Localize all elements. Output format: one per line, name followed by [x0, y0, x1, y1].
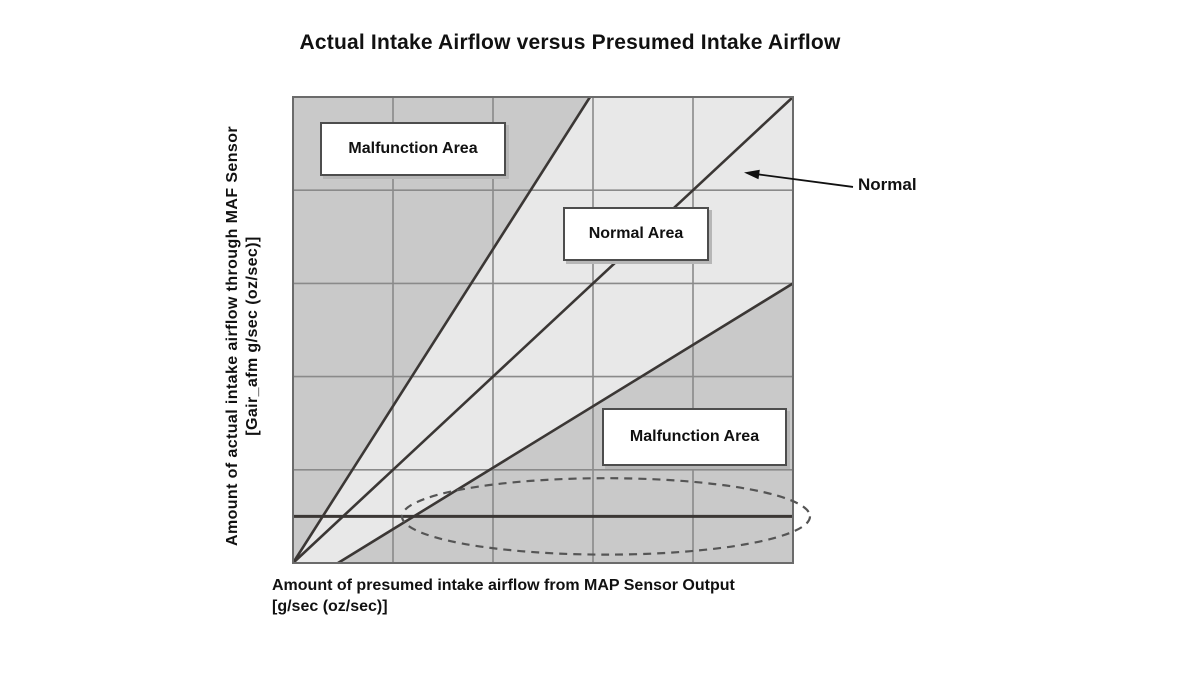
- normal-area-label: Normal Area: [588, 225, 684, 242]
- x-axis-label: Amount of presumed intake airflow from M…: [272, 575, 735, 617]
- lower-malfunction-boundary-line: [337, 282, 794, 565]
- normal-callout-arrowhead-icon: [744, 169, 760, 180]
- malfunction-area-bottom-label: Malfunction Area: [629, 428, 760, 445]
- normal-callout-arrow-line: [756, 173, 854, 188]
- y-axis-label-line1: Amount of actual intake airflow through …: [224, 125, 241, 547]
- x-axis-label-line2: [g/sec (oz/sec)]: [272, 598, 388, 615]
- normal-line-line: [292, 96, 794, 564]
- plot-border: [292, 96, 794, 564]
- chart-title: Actual Intake Airflow versus Presumed In…: [299, 31, 841, 54]
- normal-line-callout-label: Normal: [858, 175, 917, 194]
- malfunction-area-bottom-label-box: Malfunction Area: [602, 408, 787, 466]
- plot-area: [291, 96, 854, 565]
- y-axis-label: Amount of actual intake airflow through …: [223, 126, 263, 546]
- normal-area-label-box: Normal Area: [563, 207, 709, 261]
- chart-svg: [291, 96, 854, 565]
- upper-malfunction-boundary-line: [291, 96, 592, 564]
- y-axis-label-line2: [Gair_afm g/sec (oz/sec)]: [244, 236, 261, 436]
- x-axis-label-line1: Amount of presumed intake airflow from M…: [272, 577, 735, 594]
- malfunction-area-top-label: Malfunction Area: [348, 140, 478, 157]
- malfunction-area-top-label-box: Malfunction Area: [320, 122, 506, 176]
